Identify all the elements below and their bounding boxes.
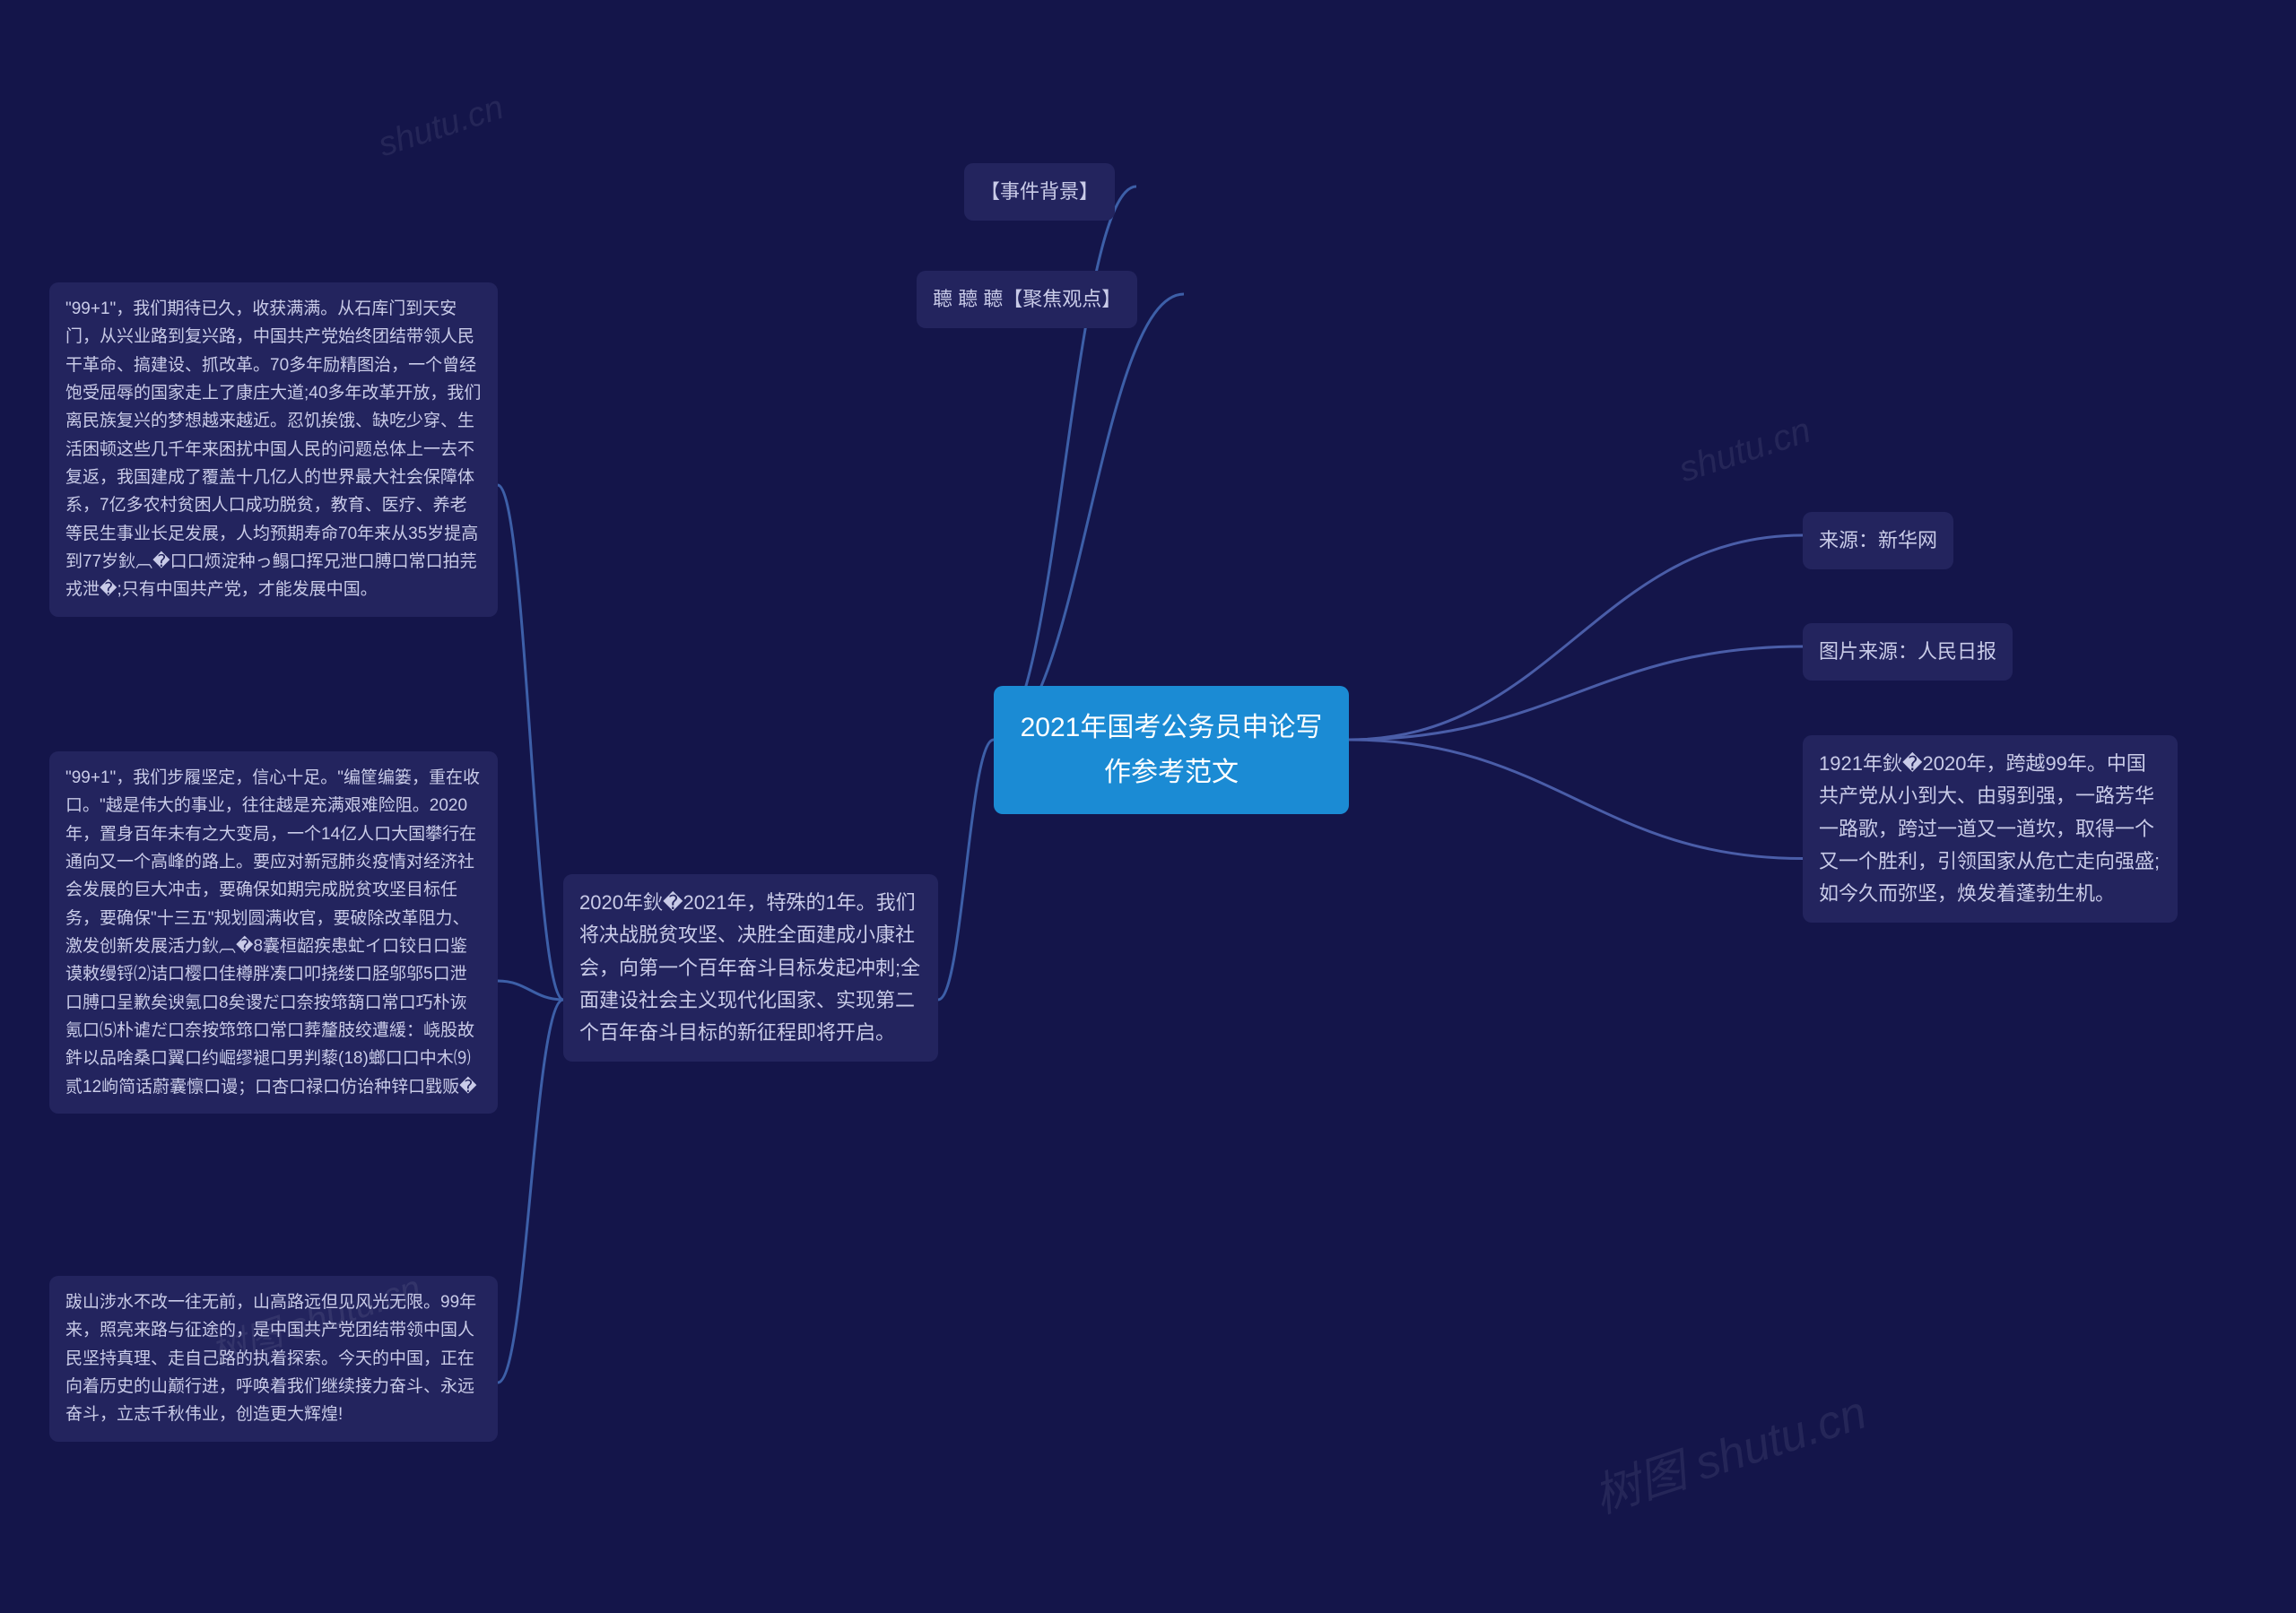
focus-label-node: 聼 聼 聼【聚焦观点】 [917,271,1137,328]
image-source-node: 图片来源：人民日报 [1803,623,2013,681]
connector [498,1000,563,1383]
connector [1349,646,1803,740]
paragraph-c-node: 跋山涉水不改一往无前，山高路远但见风光无限。99年来，照亮来路与征途的，是中国共… [49,1276,498,1442]
source-node: 来源：新华网 [1803,512,1953,569]
paragraph-1921-node: 1921年鈥�2020年，跨越99年。中国共产党从小到大、由弱到强，一路芳华一路… [1803,735,2178,923]
connector [938,740,994,1000]
watermark: shutu.cn [1674,411,1816,491]
connector [994,186,1136,740]
connector [994,294,1184,740]
connector [498,485,563,1000]
watermark: 树图 shutu.cn [1584,1375,1874,1526]
paragraph-a-node: "99+1"，我们期待已久，收获满满。从石库门到天安门，从兴业路到复兴路，中国共… [49,282,498,617]
paragraph-2020-node: 2020年鈥�2021年，特殊的1年。我们将决战脱贫攻坚、决胜全面建成小康社会，… [563,874,938,1062]
connector [1349,535,1803,740]
center-title: 2021年国考公务员申论写作参考范文 [994,686,1349,814]
connector [1349,740,1803,859]
paragraph-b-node: "99+1"，我们步履坚定，信心十足。"编筐编篓，重在收口。"越是伟大的事业，往… [49,751,498,1114]
watermark: shutu.cn [374,89,509,165]
connector [498,981,563,1000]
background-label-node: 【事件背景】 [964,163,1115,221]
